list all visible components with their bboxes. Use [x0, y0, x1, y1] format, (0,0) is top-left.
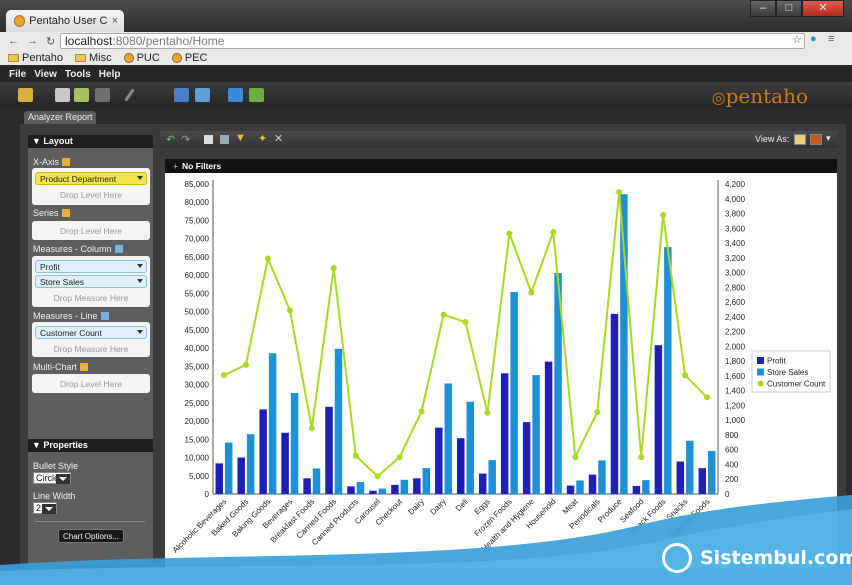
chevron-down-icon[interactable] — [42, 504, 56, 514]
star-icon[interactable]: ☆ — [792, 34, 802, 46]
watermark-text: Sistembul.com — [700, 547, 852, 569]
pentaho-swirl-icon: ◎ — [711, 88, 726, 107]
drop-level-hint: Drop Level Here — [60, 190, 122, 200]
browser-tab[interactable]: Pentaho User Console × — [6, 10, 124, 32]
chevron-down-icon[interactable]: ▾ — [826, 133, 831, 143]
measure-item-customer-count[interactable]: Customer Count — [35, 326, 147, 339]
forward-icon[interactable]: → — [27, 35, 38, 47]
new-analysis-icon[interactable] — [74, 88, 89, 102]
multichart-label: Multi-Chart — [33, 362, 89, 372]
menu-file[interactable]: File — [9, 68, 27, 80]
divider — [35, 521, 145, 522]
settings-icon[interactable]: ✕ — [274, 133, 284, 145]
bookmark-pec[interactable]: PEC — [171, 52, 207, 64]
bullet-style-label: Bullet Style — [33, 461, 79, 471]
save-icon[interactable] — [174, 88, 189, 102]
chart-options-button[interactable]: Chart Options... — [58, 529, 124, 543]
bookmarks-bar: Pentaho Misc PUC PEC — [0, 50, 852, 65]
menu-help[interactable]: Help — [98, 68, 121, 80]
view-as-table-icon[interactable] — [794, 134, 806, 145]
address-row: ← → ↻ localhost:8080/pentaho/Home ☆ ● ≡ — [0, 32, 852, 50]
measure-item-profit[interactable]: Profit — [35, 260, 147, 273]
report-toolbar: ↶ ↷ ▼ ✦ ✕ — [160, 131, 838, 148]
new-dashboard-icon[interactable] — [95, 88, 110, 102]
tab-close-icon[interactable]: × — [111, 15, 118, 27]
watermark-wave — [0, 495, 852, 585]
undo-icon[interactable]: ↶ — [166, 134, 176, 146]
line-width-label: Line Width — [33, 491, 76, 501]
sort-icon[interactable] — [61, 209, 70, 217]
window-controls: – □ ✕ — [750, 0, 844, 17]
bookmark-misc[interactable]: Misc — [74, 52, 112, 64]
screen-icon[interactable] — [228, 88, 243, 102]
filter-icon[interactable]: ▼ — [235, 132, 246, 144]
measure-item-store-sales[interactable]: Store Sales — [35, 275, 147, 288]
pentaho-favicon-icon — [14, 15, 26, 27]
layout-toggle-icon[interactable] — [220, 135, 229, 144]
chevron-down-icon[interactable] — [137, 330, 143, 334]
view-as-label: View As: — [755, 134, 790, 144]
redo-icon[interactable]: ↷ — [181, 134, 191, 146]
close-window-icon[interactable]: ✕ — [802, 0, 844, 17]
reload-icon[interactable]: ↻ — [46, 35, 56, 48]
browser-title-bar: Pentaho User Console × – □ ✕ — [0, 0, 852, 32]
chevron-down-icon[interactable] — [56, 474, 70, 484]
properties-panel-header[interactable]: ▼ Properties — [28, 439, 153, 452]
layout-panel-header[interactable]: ▼ Layout — [28, 135, 153, 148]
folder-icon — [8, 53, 19, 62]
chevron-down-icon[interactable] — [137, 264, 143, 268]
maximize-icon[interactable]: □ — [776, 0, 802, 17]
drop-level-hint: Drop Level Here — [60, 226, 122, 236]
sistembul-logo-icon — [662, 543, 692, 573]
series-dropzone[interactable] — [32, 221, 150, 240]
bookmark-pentaho[interactable]: Pentaho — [8, 52, 63, 64]
line-chart-icon — [100, 312, 109, 320]
pentaho-icon — [123, 52, 134, 63]
filter-bar[interactable]: + No Filters — [165, 159, 837, 173]
drop-measure-hint: Drop Measure Here — [53, 293, 129, 303]
new-report-icon[interactable] — [55, 88, 70, 102]
bookmark-puc[interactable]: PUC — [123, 52, 160, 64]
pentaho-icon — [171, 52, 182, 63]
chevron-down-icon[interactable] — [137, 279, 143, 283]
minimize-icon[interactable]: – — [750, 0, 776, 17]
open-folder-icon[interactable] — [18, 88, 33, 102]
back-icon[interactable]: ← — [8, 35, 19, 47]
folder-icon — [74, 53, 86, 62]
app-menu-bar: File View Tools Help — [0, 66, 852, 82]
menu-tools[interactable]: Tools — [64, 68, 91, 80]
edit-icon[interactable] — [124, 88, 135, 102]
analyzer-report-tab[interactable]: Analyzer Report ⊗ — [24, 111, 96, 135]
xaxis-label: X-Axis — [33, 157, 71, 167]
measures-column-label: Measures - Column — [33, 244, 123, 254]
table-view-icon[interactable] — [204, 135, 213, 144]
measures-line-label: Measures - Line — [33, 311, 109, 321]
skype-icon[interactable]: ● — [810, 33, 817, 45]
bullet-style-select[interactable]: Circle — [33, 472, 71, 484]
xaxis-item-product-department[interactable]: Product Department — [35, 172, 147, 185]
column-chart-icon — [114, 245, 123, 253]
sort-report-icon[interactable]: ✦ — [258, 133, 268, 145]
tab-title: Pentaho User Console — [29, 15, 108, 27]
drop-level-hint: Drop Level Here — [60, 379, 122, 389]
wrench-menu-icon[interactable]: ≡ — [828, 33, 835, 45]
menu-view[interactable]: View — [34, 68, 57, 80]
view-as-chart-icon[interactable] — [810, 134, 822, 145]
chevron-down-icon[interactable] — [137, 176, 143, 180]
series-label: Series — [33, 208, 70, 218]
app-toolbar — [0, 82, 852, 108]
sort-icon[interactable] — [62, 158, 71, 166]
save-as-icon[interactable] — [195, 88, 210, 102]
drop-measure-hint: Drop Measure Here — [53, 344, 129, 354]
address-bar[interactable]: localhost:8080/pentaho/Home — [60, 33, 805, 49]
line-width-select[interactable]: 2 — [33, 502, 57, 514]
multichart-dropzone[interactable] — [32, 374, 150, 393]
pentaho-logo: ◎pentaho — [711, 84, 808, 108]
sort-icon[interactable] — [80, 363, 89, 371]
refresh-icon[interactable] — [249, 88, 264, 102]
add-filter-icon[interactable]: + — [173, 161, 178, 171]
